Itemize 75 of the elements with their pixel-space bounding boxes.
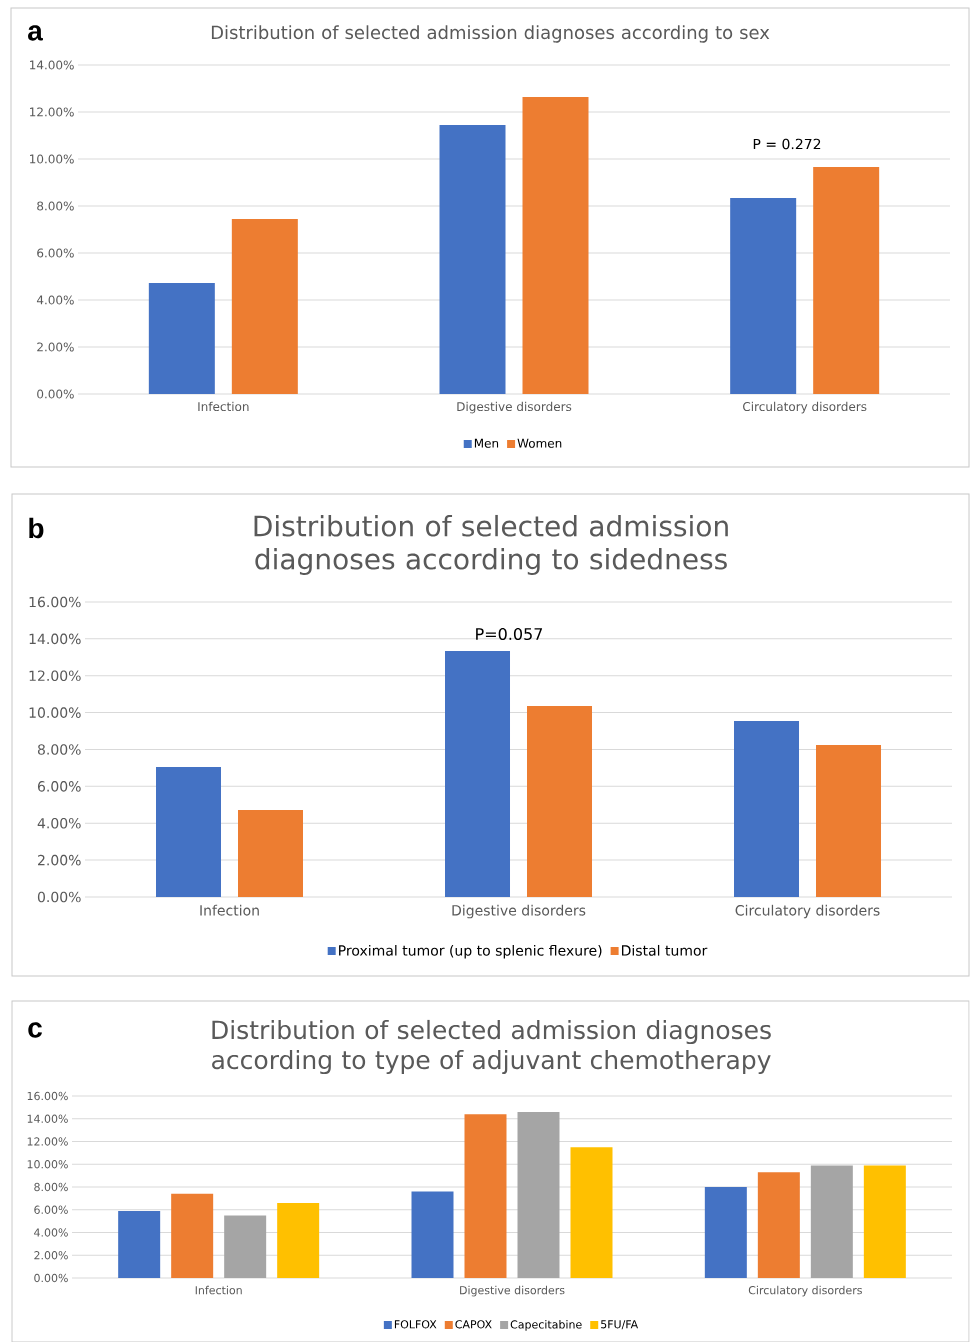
bar [118,1210,161,1278]
annotation: P=0.057 [476,627,543,641]
bar [527,705,593,897]
bar [863,1165,906,1278]
y-tick-label: 4.00% [37,817,81,829]
legend-label: 5FU/FA [601,1320,639,1330]
bar [704,1187,747,1278]
bar [810,1165,853,1278]
legend-label: Proximal tumor (up to splenic flexure) [339,944,602,959]
bar [439,124,506,394]
bar [816,745,882,897]
y-tick-label: 0.00% [34,1273,68,1283]
legend-label: CAPOX [455,1320,492,1329]
y-tick-label: 6.00% [34,1205,68,1214]
y-tick-label: 12.00% [29,670,81,682]
x-tick-label: Circulatory disorders [735,904,880,919]
y-tick-label: 14.00% [30,60,74,70]
text: b [29,517,44,539]
x-tick-label: Infection [200,904,259,916]
annotation: P = 0.272 [753,138,821,150]
bar [522,96,589,394]
chart-title: Distribution of selected admission diagnoses according to sex [211,25,770,43]
chart-title: Distribution of selected admission diagnoses according to type of adjuvant chemotherapy [212,1019,771,1075]
bar [156,767,221,897]
text: c [28,1022,42,1038]
bar [813,166,880,394]
x-tick-label: Digestive disorders [457,401,572,414]
x-tick-label: Digestive disorders [460,1285,565,1297]
bar [148,283,215,394]
bar [277,1202,320,1278]
y-tick-label: 0.00% [37,891,81,903]
bar [464,1114,507,1278]
legend-label: Capecitabine [510,1320,582,1331]
y-tick-label: 14.00% [29,633,81,645]
bar [238,809,303,897]
legend-label: Women [517,438,562,448]
y-tick-label: 6.00% [37,781,81,792]
bar [730,198,797,394]
y-tick-label: 12.00% [30,107,74,117]
y-tick-label: 10.00% [30,154,74,164]
y-tick-label: 10.00% [29,707,81,718]
bar [734,721,800,897]
text: a [28,25,43,41]
legend-label: Men [474,438,499,448]
bar [411,1191,454,1278]
y-tick-label: 16.00% [27,1091,68,1101]
y-tick-label: 8.00% [34,1182,68,1192]
y-tick-label: 8.00% [37,744,81,755]
y-tick-label: 4.00% [36,295,74,305]
y-tick-label: 10.00% [27,1160,68,1169]
y-tick-label: 2.00% [34,1251,68,1260]
bar [224,1215,267,1278]
y-tick-label: 8.00% [37,201,74,211]
y-tick-label: 2.00% [38,854,81,866]
legend-label: FOLFOX [394,1320,437,1329]
y-tick-label: 0.00% [37,389,74,399]
bar [517,1111,560,1278]
bar [757,1172,800,1278]
bar [231,218,298,394]
bar [171,1193,214,1278]
x-tick-label: Circulatory disorders [748,1285,862,1297]
y-tick-label: 14.00% [27,1114,68,1123]
y-tick-label: 12.00% [27,1137,68,1146]
x-tick-label: Circulatory disorders [743,401,867,414]
bar [570,1147,613,1278]
y-tick-label: 16.00% [29,596,81,608]
y-tick-label: 2.00% [37,342,74,352]
x-tick-label: Infection [195,1285,242,1295]
legend-label: Distal tumor [621,944,708,956]
y-tick-label: 4.00% [34,1228,68,1237]
bar [445,651,510,897]
chart-title: Distribution of selected admission diagnoses according to sidedness [254,514,728,576]
y-tick-label: 6.00% [37,248,74,258]
x-tick-label: Digestive disorders [452,904,586,919]
x-tick-label: Infection [198,401,249,412]
